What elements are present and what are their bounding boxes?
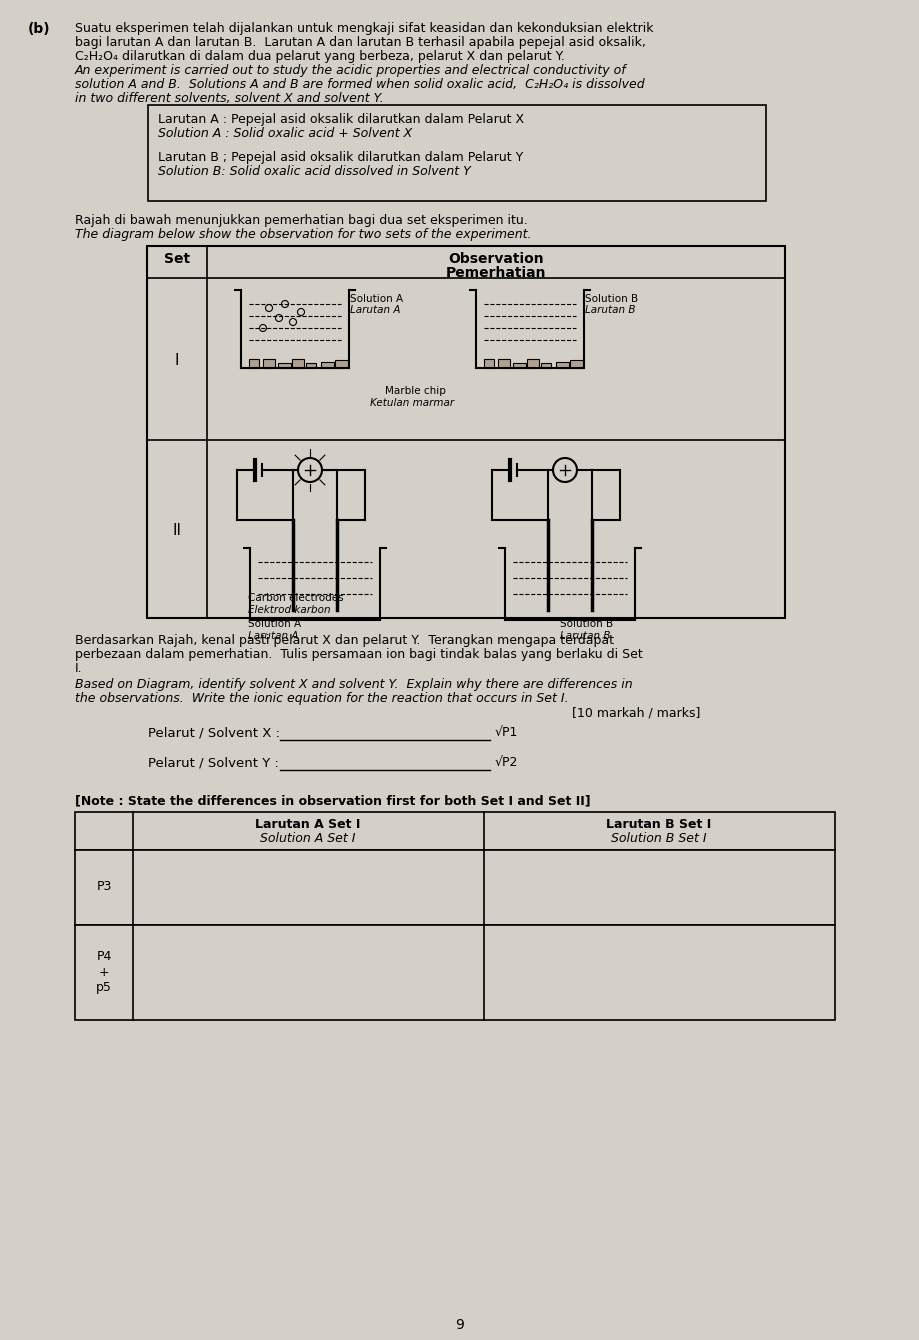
Text: Larutan B: Larutan B	[560, 631, 610, 641]
Bar	[555, 362, 569, 368]
Text: Solution A: Solution A	[349, 293, 403, 304]
Bar	[75, 812, 834, 850]
Text: Suatu eksperimen telah dijalankan untuk mengkaji sifat keasidan dan kekonduksian: Suatu eksperimen telah dijalankan untuk …	[75, 21, 652, 35]
Text: II: II	[173, 523, 181, 537]
Text: Set: Set	[164, 252, 190, 267]
Text: √P1: √P1	[494, 726, 517, 738]
Bar	[75, 925, 834, 1020]
Text: Solution A : Solid oxalic acid + Solvent X: Solution A : Solid oxalic acid + Solvent…	[158, 127, 412, 139]
Text: Larutan B Set I: Larutan B Set I	[606, 817, 711, 831]
Text: [Note : State the differences in observation first for both Set I and Set II]: [Note : State the differences in observa…	[75, 795, 590, 807]
Text: Larutan A Set I: Larutan A Set I	[255, 817, 360, 831]
Bar	[278, 363, 291, 369]
Bar	[527, 359, 539, 368]
Text: Solution B: Solution B	[560, 619, 612, 628]
Text: I.: I.	[75, 662, 83, 675]
Bar	[483, 359, 493, 368]
Bar	[498, 359, 509, 368]
Text: √P2: √P2	[494, 756, 517, 769]
Text: Larutan B: Larutan B	[584, 306, 635, 315]
Text: An experiment is carried out to study the acidic properties and electrical condu: An experiment is carried out to study th…	[75, 64, 626, 76]
Text: the observations.  Write the ionic equation for the reaction that occurs in Set : the observations. Write the ionic equati…	[75, 691, 568, 705]
Text: Marble chip: Marble chip	[384, 386, 446, 397]
Text: Pelarut / Solvent X :: Pelarut / Solvent X :	[148, 726, 284, 738]
Bar	[512, 363, 526, 369]
Text: Berdasarkan Rajah, kenal pasti pelarut X dan pelarut Y.  Terangkan mengapa terda: Berdasarkan Rajah, kenal pasti pelarut X…	[75, 634, 613, 647]
Bar	[148, 105, 766, 201]
Bar	[75, 850, 834, 925]
Bar	[540, 363, 550, 369]
Text: solution A and B.  Solutions A and B are formed when solid oxalic acid,  C₂H₂O₄ : solution A and B. Solutions A and B are …	[75, 78, 644, 91]
Text: [10 markah / marks]: [10 markah / marks]	[571, 706, 699, 720]
Text: bagi larutan A dan larutan B.  Larutan A dan larutan B terhasil apabila pepejal : bagi larutan A dan larutan B. Larutan A …	[75, 36, 645, 50]
Text: Larutan A: Larutan A	[248, 631, 298, 641]
Text: C₂H₂O₄ dilarutkan di dalam dua pelarut yang berbeza, pelarut X dan pelarut Y.: C₂H₂O₄ dilarutkan di dalam dua pelarut y…	[75, 50, 564, 63]
Bar	[570, 360, 582, 369]
Text: Solution B Set I: Solution B Set I	[610, 832, 706, 846]
Bar	[147, 247, 784, 618]
Text: Pelarut / Solvent Y :: Pelarut / Solvent Y :	[148, 756, 283, 769]
Text: Larutan A : Pepejal asid oksalik dilarutkan dalam Pelarut X: Larutan A : Pepejal asid oksalik dilarut…	[158, 113, 524, 126]
Bar	[249, 359, 258, 368]
Text: Solution B: Solution B	[584, 293, 638, 304]
Text: Solution A: Solution A	[248, 619, 301, 628]
Text: Carbon electrodes: Carbon electrodes	[248, 594, 344, 603]
Bar	[263, 359, 275, 368]
Bar	[335, 360, 347, 369]
Bar	[291, 359, 304, 368]
Bar	[321, 362, 334, 368]
Text: The diagram below show the observation for two sets of the experiment.: The diagram below show the observation f…	[75, 228, 531, 241]
Text: Rajah di bawah menunjukkan pemerhatian bagi dua set eksperimen itu.: Rajah di bawah menunjukkan pemerhatian b…	[75, 214, 528, 226]
Text: Solution B: Solid oxalic acid dissolved in Solvent Y: Solution B: Solid oxalic acid dissolved …	[158, 165, 471, 178]
Text: Elektrod karbon: Elektrod karbon	[248, 604, 330, 615]
Text: Based on Diagram, identify solvent X and solvent Y.  Explain why there are diffe: Based on Diagram, identify solvent X and…	[75, 678, 632, 691]
Text: Observation: Observation	[448, 252, 543, 267]
Text: I: I	[175, 352, 179, 368]
Text: perbezaan dalam pemerhatian.  Tulis persamaan ion bagi tindak balas yang berlaku: perbezaan dalam pemerhatian. Tulis persa…	[75, 649, 642, 661]
Text: (b): (b)	[28, 21, 51, 36]
Text: Pemerhatian: Pemerhatian	[446, 267, 546, 280]
Text: 9: 9	[455, 1319, 464, 1332]
Text: in two different solvents, solvent X and solvent Y.: in two different solvents, solvent X and…	[75, 92, 383, 105]
Text: Solution A Set I: Solution A Set I	[260, 832, 356, 846]
Bar	[306, 363, 315, 369]
Text: P3: P3	[96, 880, 111, 894]
Text: Ketulan marmar: Ketulan marmar	[369, 398, 454, 407]
Text: Larutan B ; Pepejal asid oksalik dilarutkan dalam Pelarut Y: Larutan B ; Pepejal asid oksalik dilarut…	[158, 151, 523, 163]
Text: P4
+
p5: P4 + p5	[96, 950, 112, 993]
Text: Larutan A: Larutan A	[349, 306, 400, 315]
